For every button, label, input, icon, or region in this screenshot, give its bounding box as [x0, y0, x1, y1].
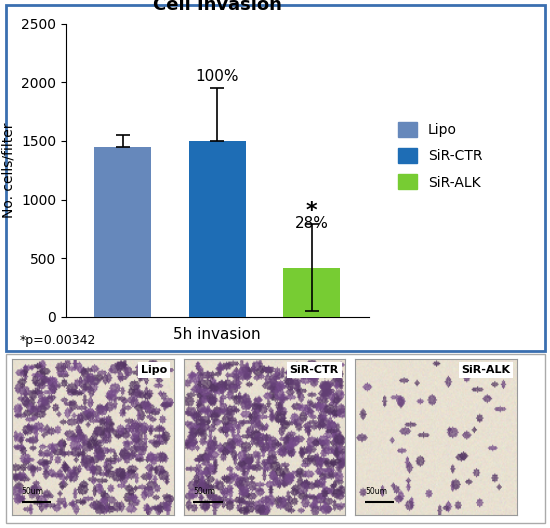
Text: 28%: 28%: [295, 216, 329, 231]
Bar: [95, 147, 151, 317]
Text: 50um: 50um: [22, 487, 44, 496]
Bar: [283, 268, 340, 317]
Text: 50um: 50um: [365, 487, 387, 496]
Y-axis label: No. cells/filter: No. cells/filter: [2, 122, 15, 218]
Text: Lipo: Lipo: [141, 365, 167, 375]
Text: 100%: 100%: [195, 69, 239, 83]
Legend: Lipo, SiR-CTR, SiR-ALK: Lipo, SiR-CTR, SiR-ALK: [390, 115, 490, 196]
Text: SiR-CTR: SiR-CTR: [290, 365, 339, 375]
Text: SiR-ALK: SiR-ALK: [461, 365, 510, 375]
Bar: [189, 141, 246, 317]
Text: 50um: 50um: [194, 487, 216, 496]
Text: *: *: [306, 201, 317, 221]
Title: Cell Invasion: Cell Invasion: [153, 0, 282, 14]
Text: *p=0.00342: *p=0.00342: [19, 334, 96, 347]
